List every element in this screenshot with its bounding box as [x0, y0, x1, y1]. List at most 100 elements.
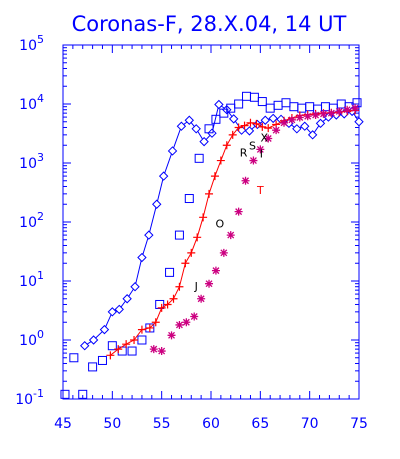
star-point: [272, 126, 281, 135]
star-point: [264, 134, 273, 143]
star-point: [327, 109, 336, 118]
square-point: [184, 194, 194, 204]
series-diamond: [79, 99, 364, 351]
diamond-point: [79, 341, 90, 351]
y-tick-exponent: 1: [37, 269, 44, 282]
plus-point: [222, 141, 231, 150]
square-point: [204, 124, 214, 134]
annotation-label: X: [261, 132, 269, 145]
diamond-point: [260, 115, 270, 125]
square-point: [297, 103, 307, 113]
diamond-point: [130, 282, 140, 292]
y-tick-exponent: 3: [37, 151, 44, 164]
y-tick-exponent: 4: [37, 92, 44, 105]
star-point: [182, 318, 191, 327]
plus-point: [252, 119, 261, 128]
square-point: [313, 104, 323, 114]
y-tick-exponent: -1: [33, 387, 44, 400]
star-point: [167, 331, 176, 340]
plus-point: [240, 121, 249, 130]
diamond-point: [122, 294, 132, 304]
square-point: [69, 353, 79, 363]
plus-point: [234, 123, 243, 132]
x-tick-label: 45: [54, 416, 72, 432]
square-point: [107, 341, 117, 351]
square-point: [78, 389, 88, 399]
square-point: [97, 355, 107, 365]
chart-title: Coronas-F, 28.X.04, 14 UT: [72, 12, 347, 36]
diamond-point: [184, 115, 195, 125]
square-point: [257, 97, 267, 107]
square-point: [273, 100, 283, 110]
star-point: [256, 145, 265, 154]
y-tick-base: 10: [15, 392, 33, 408]
star-point: [303, 112, 312, 121]
y-tick-label: 102: [19, 210, 44, 231]
annotation-label: J: [194, 280, 198, 293]
plus-point: [114, 345, 123, 354]
x-tick-label: 60: [202, 416, 220, 432]
y-tick-base: 10: [19, 274, 37, 290]
diamond-point: [176, 121, 187, 131]
star-point: [175, 320, 184, 329]
plus-point: [210, 172, 219, 181]
y-tick-exponent: 2: [37, 210, 44, 223]
plus-point: [264, 124, 273, 133]
diamond-point: [228, 114, 239, 124]
plus-point: [122, 340, 131, 349]
square-point: [137, 335, 147, 345]
plus-point: [137, 325, 146, 334]
square-point: [127, 346, 137, 356]
y-tick-label: 100: [19, 328, 44, 349]
series-square: [60, 91, 362, 399]
y-tick-base: 10: [19, 215, 37, 231]
star-point: [234, 207, 243, 216]
y-tick-base: 10: [19, 97, 37, 113]
plus-point: [106, 351, 115, 360]
annotation-label: O: [216, 218, 225, 231]
y-tick-label: 101: [19, 269, 44, 290]
square-point: [88, 362, 98, 372]
square-point: [242, 91, 252, 101]
diamond-point: [158, 171, 169, 181]
star-point: [241, 176, 250, 185]
plus-point: [169, 294, 178, 303]
star-point: [295, 113, 304, 122]
plus-point: [193, 233, 202, 242]
square-point: [194, 153, 204, 163]
square-point: [336, 99, 346, 109]
annotation-label: I: [260, 147, 263, 160]
x-tick-label: 70: [301, 416, 319, 432]
square-point: [211, 114, 221, 124]
plus-point: [246, 118, 255, 127]
star-point: [351, 104, 360, 113]
square-point: [174, 230, 184, 240]
star-point: [319, 109, 328, 118]
star-point: [280, 118, 289, 127]
x-tick-label: 50: [103, 416, 121, 432]
y-tick-label: 103: [19, 151, 44, 172]
diamond-point: [88, 335, 99, 345]
x-tick-label: 75: [350, 416, 368, 432]
star-point: [335, 107, 344, 116]
star-point: [219, 248, 228, 257]
star-point: [287, 115, 296, 124]
plus-point: [151, 318, 160, 327]
plus-point: [181, 259, 190, 268]
square-point: [305, 102, 315, 112]
plus-point: [145, 323, 154, 332]
plus-point: [216, 156, 225, 165]
diamond-point: [107, 307, 118, 317]
plus-point: [228, 130, 237, 139]
square-point: [281, 98, 291, 108]
series-layer: [60, 91, 364, 399]
annotation-label: S: [249, 139, 256, 152]
star-point: [157, 347, 166, 356]
diamond-point: [307, 130, 318, 140]
series-star: [149, 104, 360, 356]
square-point: [320, 102, 330, 112]
plus-point: [130, 336, 139, 344]
